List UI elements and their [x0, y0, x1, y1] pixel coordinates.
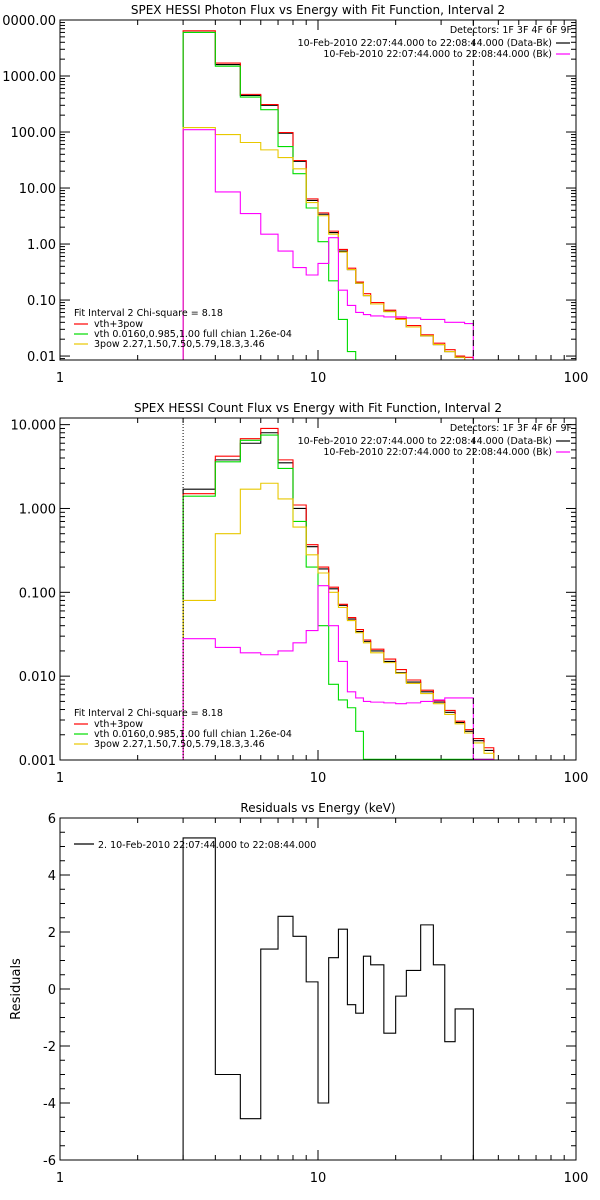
fit-legend-text: vth+3pow: [94, 719, 143, 730]
x-tick-label: 100: [564, 1171, 589, 1186]
y-tick-label: 0.01: [27, 350, 56, 365]
chart-panel-count: SPEX HESSI Count Flux vs Energy with Fit…: [11, 401, 589, 786]
x-tick-label: 1: [56, 771, 64, 786]
chart-panel-resid: Residuals vs Energy (keV) 1 10 100 6 4 2 0 -2 -4 -…: [9, 801, 589, 1186]
y-tick-label: 0.001: [19, 754, 56, 769]
plot-frame: [59, 19, 577, 361]
fit-legend-header: Fit Interval 2 Chi-square = 8.18: [74, 708, 223, 719]
series-line-1: [182, 30, 485, 360]
y-tick-label: 0000.00: [2, 14, 56, 29]
plot-area: [182, 30, 485, 360]
plot-frame: [59, 817, 577, 1161]
chart-title: SPEX HESSI Photon Flux vs Energy with Fi…: [131, 3, 505, 17]
series-line-4: [182, 129, 485, 360]
x-tick-label: 1: [56, 371, 64, 386]
y-tick-label: 2: [48, 926, 56, 941]
fit-legend-text: vth 0.0160,0.985,1.00 full chian 1.26e-0…: [94, 729, 292, 740]
x-tick-label: 100: [564, 371, 589, 386]
series-line-3: [182, 482, 495, 760]
x-tick-label: 100: [564, 771, 589, 786]
y-tick-label: 0.010: [19, 670, 56, 685]
time-legend-text: 10-Feb-2010 22:07:44.000 to 22:08:44.000…: [298, 436, 552, 447]
fit-legend-text: vth 0.0160,0.985,1.00 full chian 1.26e-0…: [94, 329, 292, 340]
chart-panel-photon: SPEX HESSI Photon Flux vs Energy with Fi…: [2, 3, 589, 386]
fit-legend-text: vth+3pow: [94, 319, 143, 330]
detectors-label: Detectors: 1F 3F 4F 6F 9F: [450, 25, 572, 36]
x-tick-label: 1: [56, 1171, 64, 1186]
chart-title: SPEX HESSI Count Flux vs Energy with Fit…: [134, 401, 502, 415]
plot-area: [182, 837, 474, 1160]
y-tick-label: 0: [48, 983, 56, 998]
y-tick-label: 1.00: [27, 238, 56, 253]
y-tick-label: 10.000: [11, 419, 57, 434]
series-line-0: [182, 837, 474, 1160]
x-tick-label: 10: [310, 371, 327, 386]
y-tick-label: 1.000: [19, 502, 56, 517]
y-tick-label: 6: [48, 812, 56, 827]
y-tick-label: 100.00: [11, 126, 57, 141]
y-axis-label: Residuals: [9, 958, 24, 1020]
y-tick-label: -2: [43, 1040, 56, 1055]
series-line-3: [182, 127, 485, 360]
plot-area: [182, 427, 495, 760]
fit-legend-text: 3pow 2.27,1.50,7.50,5.79,18.3,3.46: [94, 339, 265, 350]
legend-text: 2. 10-Feb-2010 22:07:44.000 to 22:08:44.…: [98, 840, 316, 851]
y-tick-label: 4: [48, 869, 56, 884]
fit-legend-header: Fit Interval 2 Chi-square = 8.18: [74, 308, 223, 319]
y-tick-label: -4: [43, 1097, 56, 1112]
x-tick-label: 10: [310, 1171, 327, 1186]
y-tick-label: 10.00: [19, 182, 56, 197]
detectors-label: Detectors: 1F 3F 4F 6F 9F: [450, 423, 572, 434]
chart-title: Residuals vs Energy (keV): [240, 801, 395, 815]
x-tick-label: 10: [310, 771, 327, 786]
y-tick-label: 0.100: [19, 586, 56, 601]
series-line-2: [182, 434, 495, 760]
time-legend-text: 10-Feb-2010 22:07:44.000 to 22:08:44.000…: [323, 447, 552, 458]
time-legend-text: 10-Feb-2010 22:07:44.000 to 22:08:44.000…: [323, 49, 552, 60]
y-tick-label: -6: [43, 1154, 56, 1169]
time-legend-text: 10-Feb-2010 22:07:44.000 to 22:08:44.000…: [298, 38, 552, 49]
y-tick-label: 1000.00: [2, 70, 56, 85]
series-line-4: [182, 585, 495, 760]
y-tick-label: 0.10: [27, 294, 56, 309]
plot-frame: [59, 417, 577, 761]
fit-legend-text: 3pow 2.27,1.50,7.50,5.79,18.3,3.46: [94, 739, 265, 750]
